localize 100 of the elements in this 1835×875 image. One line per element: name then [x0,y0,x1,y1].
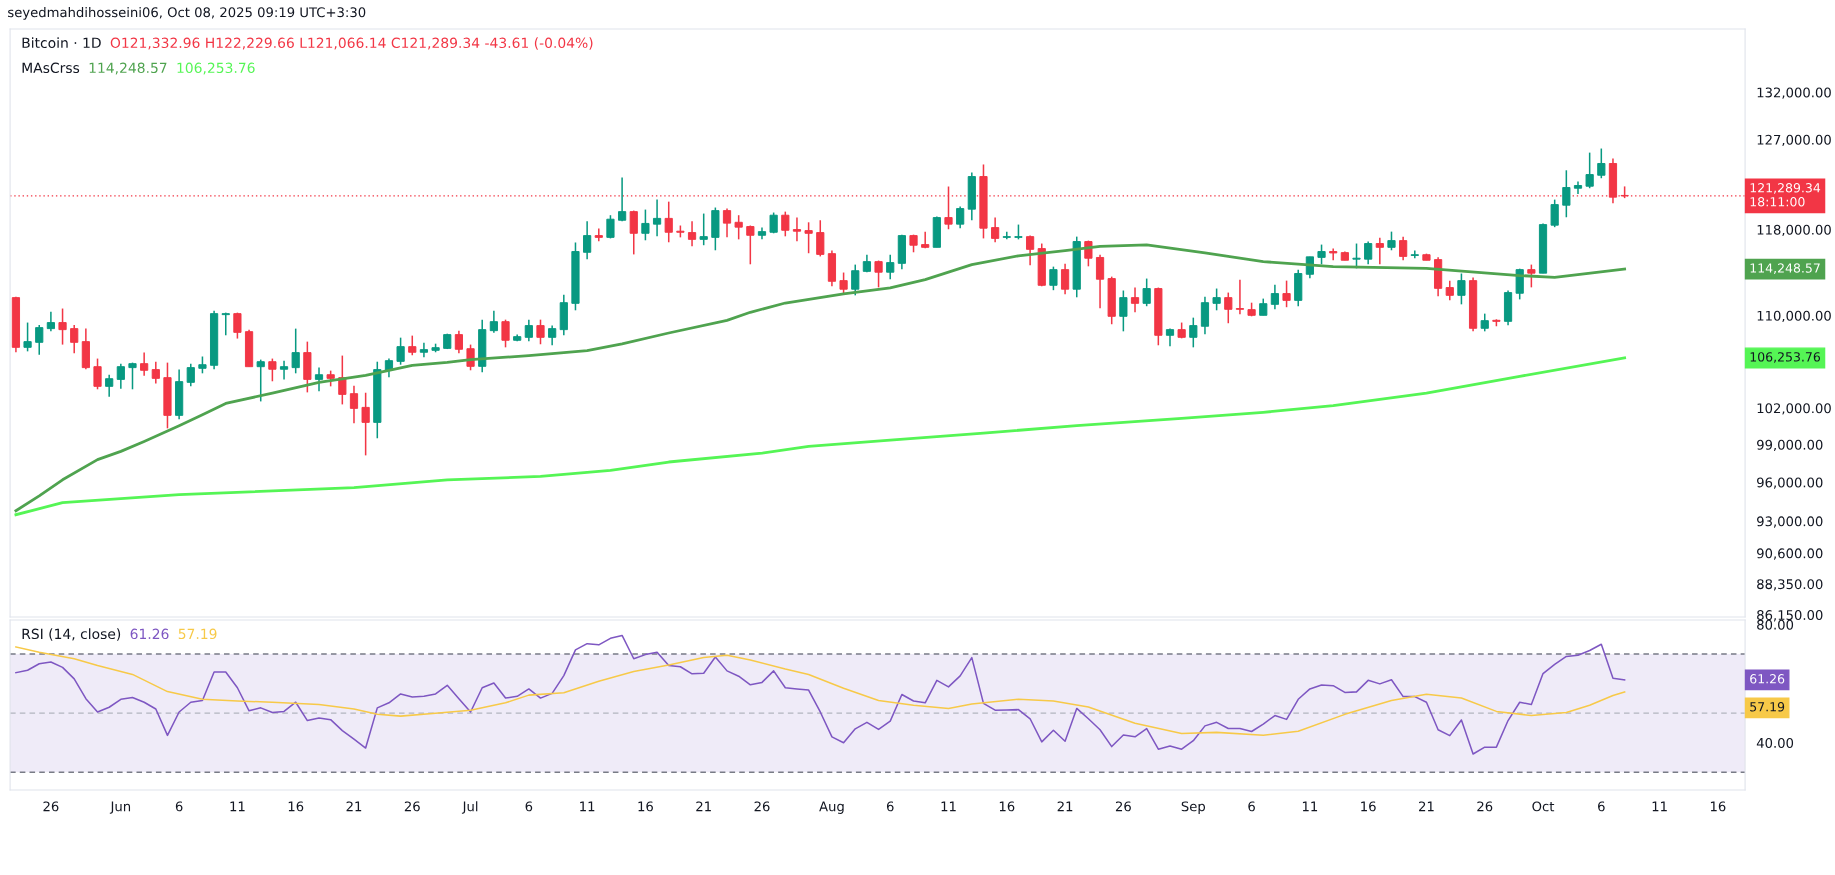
candlestick [886,253,895,280]
candlestick [524,318,533,343]
candlestick [583,220,592,260]
candlestick [781,210,790,238]
candlestick [1060,262,1070,295]
x-tick-label: 16 [999,801,1015,812]
x-tick-label: 11 [580,801,595,812]
x-tick-label: 16 [638,801,653,812]
x-tick-label: Aug [819,801,844,814]
x-tick-label: 21 [696,801,711,812]
x-tick-label: Jul [461,801,478,814]
candlestick [536,318,545,346]
candlestick [1399,235,1408,262]
candlestick [944,185,953,231]
candlestick [396,336,405,366]
candlestick [1550,198,1559,228]
candlestick [792,216,802,242]
candlestick [501,318,510,349]
candlestick [1387,230,1396,252]
x-tick-label: 26 [404,801,420,812]
candlestick [46,310,55,333]
candlestick [1562,169,1571,219]
x-tick-label: 6 [886,801,894,812]
text: 114,248.57 [1750,263,1820,275]
annotation: 114,248.57 [89,62,167,75]
candlestick [1189,316,1198,349]
x-tick-label: 6 [525,801,533,812]
text: 121,289.34 18:11:00 [1750,183,1821,207]
x-tick-label: 16 [288,801,304,812]
candlestick [851,263,860,297]
candlestick [804,221,813,254]
x-tick-label: 16 [1710,801,1726,812]
line-series [14,356,1627,517]
candlestick [186,362,195,388]
candlestick [594,227,603,242]
x-tick-label: 16 [1361,801,1376,812]
candlestick [1095,253,1105,309]
candlestick [408,334,417,357]
candlestick [268,357,277,383]
candlestick [641,208,650,242]
candlestick [1049,265,1058,291]
y-tick-label: 88,350.00 [1757,579,1823,591]
candlestick [1212,287,1221,312]
x-tick-label: 26 [1115,801,1131,812]
candlestick [652,198,662,238]
candlestick [314,366,324,393]
candlestick [699,212,708,246]
annotation: 57.19 [178,628,217,640]
y-tick-label: 132,000.00 [1757,87,1831,99]
candlestick [454,329,463,355]
candlestick [956,205,965,229]
candlestick [1597,147,1606,179]
candlestick [1270,283,1280,311]
candlestick [93,357,102,391]
candlestick [256,358,265,403]
candlestick [1364,240,1373,266]
candlestick [279,359,289,381]
y-tick-label: 99,000.00 [1757,439,1823,452]
candlestick [687,220,697,248]
candlestick [1445,279,1454,302]
candlestick [1282,279,1291,308]
x-tick-label: 26 [754,801,770,812]
text: 57.19 [1750,702,1785,712]
candlestick [1375,236,1384,266]
x-tick-label: 11 [1302,801,1318,812]
x-tick-label: Sep [1181,801,1206,814]
candlestick [1317,243,1326,266]
candlestick [991,216,1000,244]
annotation: 106,253.76 [177,62,255,75]
x-tick-label: Jun [109,801,131,814]
candlestick [629,209,638,256]
candlestick [921,230,930,250]
x-tick-label: 11 [941,801,956,812]
x-tick-label: 11 [230,801,245,812]
y-tick-label: 96,000.00 [1757,477,1823,489]
candlestick [1119,289,1128,333]
x-tick-label: 6 [175,801,183,812]
candlestick [140,351,149,377]
text: seyedmahdihosseini06, Oct 08, 2025 09:19 UTC+3:30 [8,7,366,20]
y-tick-label: 102,000.00 [1757,403,1831,415]
candlestick [1585,151,1594,189]
text: O121,332.96 H122,229.66 L121,066.14 C121,289.34 -43.61 (-0.04%) [110,37,593,50]
candlestick [1026,234,1035,267]
candlestick [70,324,79,355]
y-tick-label: 118,000.00 [1757,224,1831,237]
y-tick-label: 93,000.00 [1757,516,1823,528]
line-series [14,243,1627,513]
line-series [15,646,1626,737]
text: 61.26 [1750,674,1785,684]
legend-title: MAsCrss [22,62,80,74]
candlestick [1130,286,1140,314]
x-tick-label: 26 [1477,801,1493,812]
x-tick-label: 6 [1598,801,1605,812]
candlestick [722,207,732,239]
annotation: 61.26 [130,628,169,640]
y-tick-label: 40.00 [1756,737,1794,748]
candlestick [489,309,498,334]
candlestick [291,327,300,375]
x-tick-label: 21 [346,801,362,812]
x-tick-label: 11 [1652,801,1667,812]
